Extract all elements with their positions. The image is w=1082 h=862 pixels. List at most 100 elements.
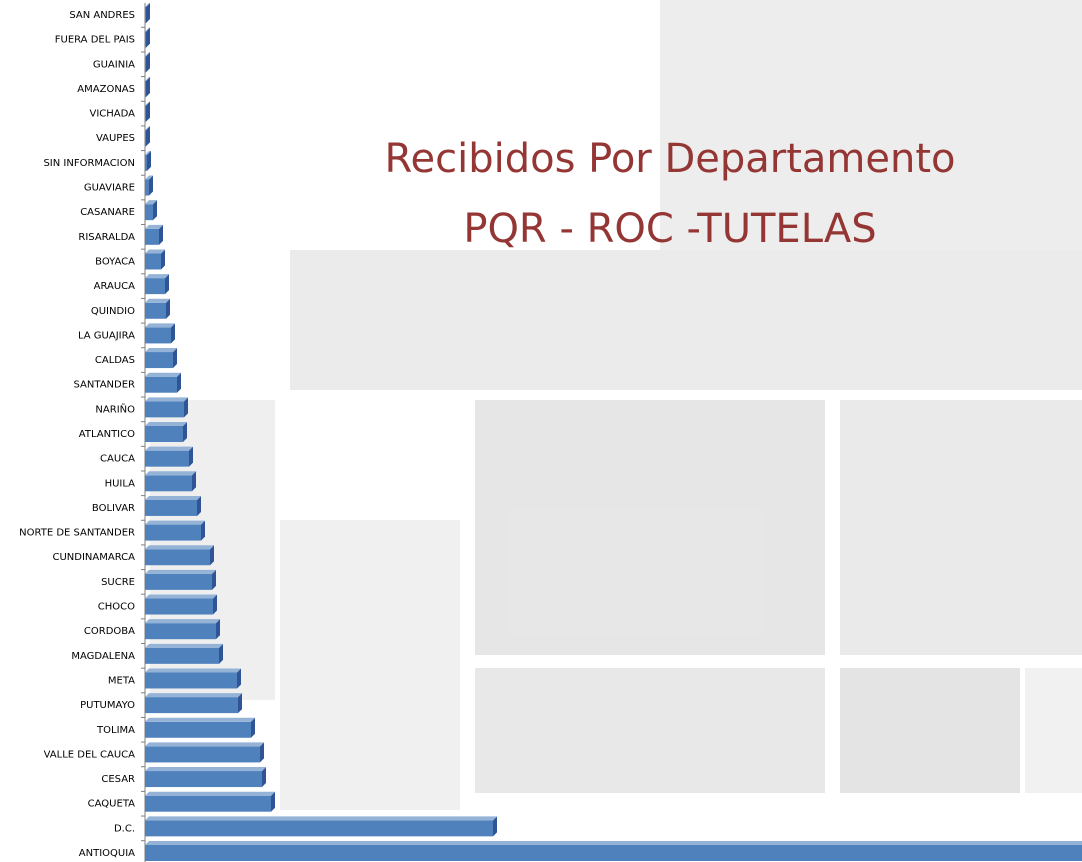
y-tick-label: CALDAS [95, 355, 135, 366]
bar-top [145, 224, 163, 229]
bar [145, 130, 146, 147]
bar-side [146, 126, 150, 147]
y-tick-label: CESAR [101, 774, 135, 785]
y-tick-label: NARIÑO [95, 402, 135, 415]
y-tick-label: SAN ANDRES [69, 10, 135, 21]
bar-side [493, 816, 497, 837]
bar [145, 623, 216, 640]
bar-top [145, 471, 196, 476]
bar [145, 7, 146, 23]
bar-side [183, 422, 187, 442]
bar-top [145, 495, 201, 500]
bar [145, 746, 260, 763]
bar [145, 771, 262, 788]
bar-top [145, 841, 1082, 845]
bar [145, 450, 189, 467]
bar-side [184, 397, 188, 418]
bar [145, 672, 237, 689]
y-tick-label: BOYACA [95, 256, 135, 267]
bar-side [146, 76, 150, 97]
bar [145, 524, 201, 541]
bar-top [145, 545, 214, 550]
y-tick-label: GUAVIARE [84, 183, 135, 194]
y-tick-label: CHOCO [98, 602, 135, 613]
bar-side [147, 150, 151, 171]
bar [145, 697, 238, 714]
bar-top [145, 348, 177, 353]
bar [145, 253, 161, 270]
bar [145, 647, 219, 664]
bar-side [166, 298, 170, 319]
bar [145, 228, 159, 245]
y-tick-label: CUNDINAMARCA [53, 552, 136, 563]
y-tick-label: ATLANTICO [79, 429, 135, 440]
bar-top [145, 643, 223, 648]
bar-top [145, 3, 150, 7]
bar-top [145, 126, 150, 131]
bar [145, 598, 213, 615]
bar-side [251, 717, 255, 738]
bar-top [145, 175, 153, 180]
chart-title: Recibidos Por Departamento [385, 136, 956, 182]
bar-side [146, 27, 150, 48]
y-tick-label: ARAUCA [94, 281, 136, 292]
bar-top [145, 101, 150, 106]
bar-top [145, 298, 170, 303]
bar-top [145, 422, 187, 426]
bar-top [145, 569, 216, 574]
y-tick-label: CORDOBA [84, 626, 135, 637]
bar-side [146, 3, 150, 23]
bar-side [210, 545, 214, 566]
y-tick-label: CAUCA [100, 454, 135, 465]
bar-side [216, 619, 220, 640]
y-tick-label: FUERA DEL PAIS [55, 35, 135, 46]
bar-side [197, 495, 201, 516]
y-tick-label: RISARALDA [78, 232, 135, 243]
bar [145, 179, 149, 196]
chart-subtitle: PQR - ROC -TUTELAS [463, 206, 876, 252]
bar [145, 795, 271, 812]
bar [145, 352, 173, 369]
bar-top [145, 150, 151, 155]
y-tick-label: MAGDALENA [71, 651, 135, 662]
bar-top [145, 767, 266, 772]
bar [145, 573, 212, 590]
y-tick-label: PUTUMAYO [80, 700, 135, 711]
bar-side [153, 200, 157, 221]
bar-side [201, 520, 205, 541]
y-tick-label: SIN INFORMACION [43, 158, 135, 169]
bar [145, 105, 146, 122]
y-tick-label: VICHADA [90, 109, 136, 120]
bar-top [145, 693, 242, 698]
bar [145, 204, 153, 221]
bar-top [145, 816, 497, 821]
bar-side [271, 791, 275, 812]
bar [145, 845, 1082, 861]
y-tick-label: QUINDIO [91, 306, 135, 317]
bar [145, 721, 251, 738]
bar-top [145, 668, 241, 673]
y-tick-label: HUILA [105, 478, 136, 489]
bar-side [237, 668, 241, 689]
bar-side [165, 274, 169, 295]
bar-side [149, 175, 153, 196]
y-tick-label: D.C. [114, 823, 135, 834]
bar-top [145, 742, 264, 747]
photo-collage [150, 0, 1082, 810]
bar-top [145, 791, 275, 796]
bar-side [213, 594, 217, 615]
bar-side [159, 224, 163, 245]
y-tick-label: CAQUETA [88, 799, 135, 810]
bar-top [145, 274, 169, 279]
bar [145, 31, 146, 48]
bar [145, 80, 146, 97]
bar-top [145, 249, 165, 254]
y-tick-label: VALLE DEL CAUCA [44, 749, 136, 760]
bar-side [192, 471, 196, 492]
y-tick-label: TOLIMA [96, 725, 135, 736]
y-tick-label: CASANARE [80, 207, 135, 218]
y-tick-label: BOLIVAR [92, 503, 135, 514]
y-tick-label: SUCRE [101, 577, 135, 588]
bar-top [145, 397, 188, 402]
